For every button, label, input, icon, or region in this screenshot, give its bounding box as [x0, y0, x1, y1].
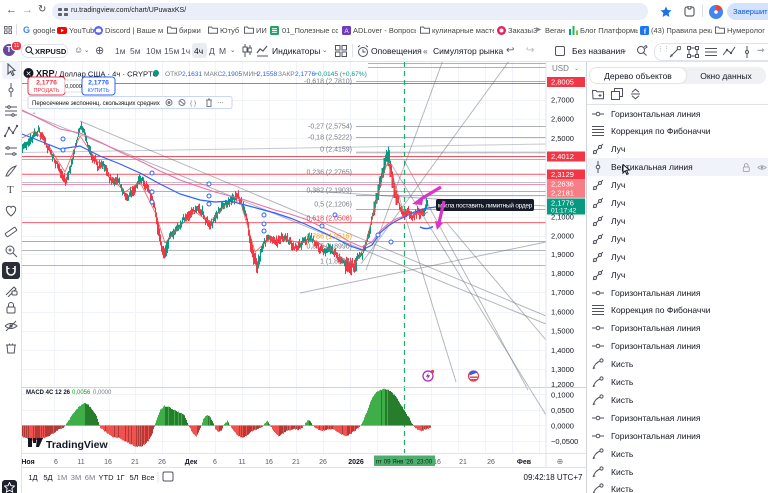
svg-text:2026: 2026 — [348, 459, 364, 466]
svg-text:Фев: Фев — [517, 459, 532, 466]
svg-text:21: 21 — [292, 459, 300, 466]
svg-text:1,9000: 1,9000 — [551, 250, 574, 259]
svg-text:2,1905: 2,1905 — [222, 71, 243, 78]
svg-text:0,382 (2,1903): 0,382 (2,1903) — [306, 188, 352, 195]
svg-text:+0,0145 (+0,67%): +0,0145 (+0,67%) — [314, 71, 367, 78]
svg-text:26: 26 — [487, 459, 495, 466]
svg-text:1,7000: 1,7000 — [551, 288, 574, 297]
svg-text:1Д: 1Д — [28, 473, 37, 482]
svg-text:2,1631: 2,1631 — [182, 71, 203, 78]
svg-text:могла поставить лимитный ордер: могла поставить лимитный ордер — [438, 202, 533, 210]
svg-text:TradingView: TradingView — [46, 439, 108, 451]
svg-text:Все: Все — [142, 473, 155, 482]
svg-text:-0,18 (2,5222): -0,18 (2,5222) — [308, 135, 352, 142]
svg-text:6: 6 — [54, 459, 58, 466]
svg-text:2,0000: 2,0000 — [551, 232, 574, 241]
svg-text:/ Доллар США · 4ч · CRYPTO: / Доллар США · 4ч · CRYPTO — [55, 70, 159, 79]
svg-text:2,4012: 2,4012 — [551, 152, 574, 161]
svg-text:0,236 (2,2765): 0,236 (2,2765) — [306, 170, 352, 177]
svg-text:1,4000: 1,4000 — [551, 346, 574, 355]
svg-text:1 (1,8253): 1 (1,8253) — [320, 259, 352, 266]
svg-text:16: 16 — [433, 459, 441, 466]
svg-text:01:17:42: 01:17:42 — [551, 208, 577, 215]
svg-text:2,1000: 2,1000 — [551, 213, 574, 222]
svg-text:ПРОДАТЬ: ПРОДАТЬ — [33, 88, 59, 94]
svg-text:XRP: XRP — [36, 69, 55, 79]
svg-text:2,8005: 2,8005 — [551, 78, 574, 87]
svg-text:USD: USD — [552, 64, 569, 73]
svg-text:⊕: ⊕ — [557, 457, 564, 466]
svg-text:2,2636: 2,2636 — [551, 180, 574, 189]
svg-text:5Д: 5Д — [43, 473, 52, 482]
svg-text:1М: 1М — [57, 473, 67, 482]
svg-text:2,1558: 2,1558 — [257, 71, 278, 78]
svg-text:0,875 (1,8990): 0,875 (1,8990) — [306, 244, 352, 251]
svg-text:ОТКР: ОТКР — [165, 71, 183, 78]
svg-text:0,786 (1,9516): 0,786 (1,9516) — [306, 234, 352, 241]
svg-text:21: 21 — [459, 459, 467, 466]
svg-text:2,3129: 2,3129 — [551, 170, 574, 179]
svg-text:0 (2,4159): 0 (2,4159) — [320, 147, 352, 154]
svg-text:{ }: { } — [190, 100, 197, 107]
svg-text:2,1776: 2,1776 — [36, 80, 57, 87]
svg-text:26: 26 — [319, 459, 327, 466]
svg-text:6: 6 — [213, 459, 217, 466]
svg-text:2,5000: 2,5000 — [551, 134, 574, 143]
svg-text:11: 11 — [77, 459, 84, 466]
svg-text:ЗАКР: ЗАКР — [278, 71, 295, 78]
svg-text:0,618 (2,0508): 0,618 (2,0508) — [306, 216, 352, 223]
svg-text:Дек: Дек — [185, 459, 198, 466]
svg-text:3М: 3М — [71, 473, 81, 482]
svg-text:0,0500: 0,0500 — [551, 406, 574, 415]
svg-text:0,0000: 0,0000 — [65, 84, 82, 90]
svg-text:0,1000: 0,1000 — [551, 391, 574, 400]
svg-text:МАКС: МАКС — [204, 71, 223, 78]
svg-text:1,6000: 1,6000 — [551, 308, 574, 317]
svg-text:2,1776: 2,1776 — [295, 71, 316, 78]
svg-text:0,0000: 0,0000 — [551, 422, 574, 431]
svg-text:1Г: 1Г — [116, 473, 124, 482]
svg-text:1,3000: 1,3000 — [551, 365, 574, 374]
svg-text:−0,0500: −0,0500 — [551, 437, 578, 446]
svg-text:-0,27 (2,5754): -0,27 (2,5754) — [308, 124, 352, 131]
svg-text:21: 21 — [131, 459, 139, 466]
svg-text:1,2000: 1,2000 — [551, 380, 574, 389]
svg-text:0,0056: 0,0056 — [72, 390, 91, 396]
svg-text:0,0000: 0,0000 — [93, 390, 112, 396]
svg-text:11: 11 — [238, 459, 245, 466]
svg-text:МИН: МИН — [243, 71, 258, 78]
svg-text:6М: 6М — [85, 473, 95, 482]
svg-text:5Л: 5Л — [129, 473, 138, 482]
svg-text:2,1776: 2,1776 — [88, 80, 109, 87]
svg-text:Ноя: Ноя — [22, 459, 35, 466]
svg-text:⌄: ⌄ — [574, 66, 579, 72]
svg-text:⋯: ⋯ — [217, 100, 224, 107]
svg-text:16: 16 — [265, 459, 273, 466]
svg-text:-0,618 (2,7810): -0,618 (2,7810) — [304, 79, 352, 86]
svg-text:YTD: YTD — [99, 473, 115, 482]
svg-text:MACD 4C 12 26: MACD 4C 12 26 — [26, 390, 71, 396]
svg-text:КУПИТЬ: КУПИТЬ — [87, 88, 109, 94]
svg-text:16: 16 — [104, 459, 112, 466]
svg-text:Пересечение экспоненц. скользя: Пересечение экспоненц. скользящих средни… — [32, 100, 161, 107]
svg-text:2,2181: 2,2181 — [551, 188, 574, 197]
svg-text:2,6000: 2,6000 — [551, 115, 574, 124]
svg-text:1,8000: 1,8000 — [551, 269, 574, 278]
svg-text:1,5000: 1,5000 — [551, 327, 574, 336]
svg-text:2,7000: 2,7000 — [551, 96, 574, 105]
svg-text:0,5 (2,1206): 0,5 (2,1206) — [314, 202, 352, 209]
svg-text:пт 09 Янв '26 23:00: пт 09 Янв '26 23:00 — [376, 459, 433, 466]
svg-text:26: 26 — [158, 459, 166, 466]
svg-text:⌃: ⌃ — [31, 112, 37, 120]
svg-text:A: A — [344, 28, 349, 35]
svg-text:f: f — [644, 27, 647, 35]
svg-text:09:42:18 UTC+7: 09:42:18 UTC+7 — [524, 473, 583, 482]
svg-text:✕: ✕ — [26, 71, 32, 78]
svg-text:2,1776: 2,1776 — [551, 199, 574, 208]
